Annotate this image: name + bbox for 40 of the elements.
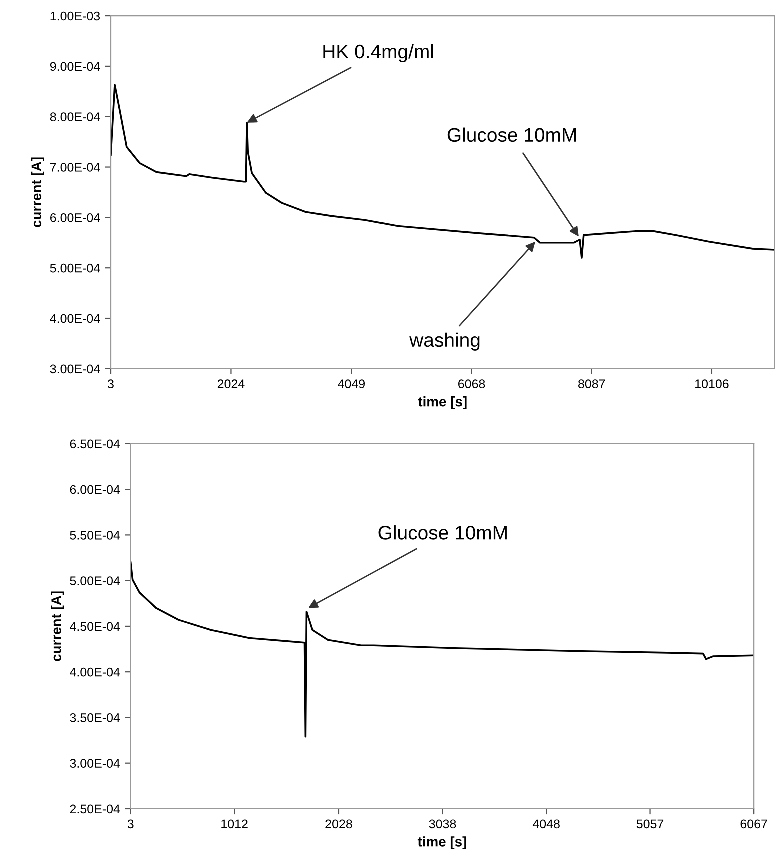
y-tick-label: 3.00E-04	[50, 364, 100, 374]
y-tick-label: 2.50E-04	[70, 804, 120, 814]
y-tick-label: 5.00E-04	[50, 264, 100, 273]
x-tick-label: 8087	[578, 380, 606, 389]
y-tick-label: 6.50E-04	[70, 440, 120, 449]
y-tick-label: 9.00E-04	[50, 62, 100, 72]
annotation: Glucose 10mM	[448, 128, 576, 142]
x-axis-title: time [s]	[418, 396, 467, 410]
y-tick-label: 5.00E-04	[70, 576, 120, 586]
x-tick-label: 6067	[740, 820, 768, 829]
x-tick-label: 10106	[696, 380, 729, 389]
x-tick-label: 3	[108, 380, 114, 389]
annotation: Glucose 10mM	[378, 526, 507, 540]
x-tick-label: 3038	[429, 820, 456, 829]
y-tick-label: 4.50E-04	[70, 622, 120, 632]
y-tick-label: 3.00E-04	[70, 759, 120, 768]
y-axis-title: current [A]	[51, 592, 64, 662]
x-tick-label: 4049	[338, 380, 365, 389]
x-tick-label: 4048	[532, 820, 560, 829]
y-tick-label: 4.00E-04	[50, 314, 100, 324]
x-tick-label: 3	[128, 820, 134, 829]
y-tick-label: 5.50E-04	[70, 530, 120, 540]
y-tick-label: 3.50E-04	[70, 714, 120, 722]
x-tick-label: 5057	[636, 820, 664, 829]
y-tick-label: 6.00E-04	[70, 485, 120, 494]
y-tick-label: 7.00E-04	[50, 163, 100, 172]
y-tick-label: 1.00E-03	[50, 12, 100, 21]
y-tick-label: 8.00E-04	[50, 112, 100, 122]
line-series	[130, 562, 754, 738]
y-tick-label: 4.00E-04	[70, 668, 120, 677]
annotation: HK 0.4mg/ml	[324, 44, 434, 63]
x-tick-label: 2028	[326, 820, 352, 829]
x-tick-label: 1012	[222, 820, 248, 829]
x-tick-label: 6068	[458, 380, 486, 389]
annotation: washing	[410, 332, 480, 351]
line-series	[111, 84, 775, 259]
x-tick-label: 2024	[218, 380, 245, 389]
y-axis-title: current [A]	[31, 158, 44, 228]
y-tick-label: 6.00E-04	[50, 213, 100, 222]
x-axis-title: time [s]	[418, 836, 466, 850]
